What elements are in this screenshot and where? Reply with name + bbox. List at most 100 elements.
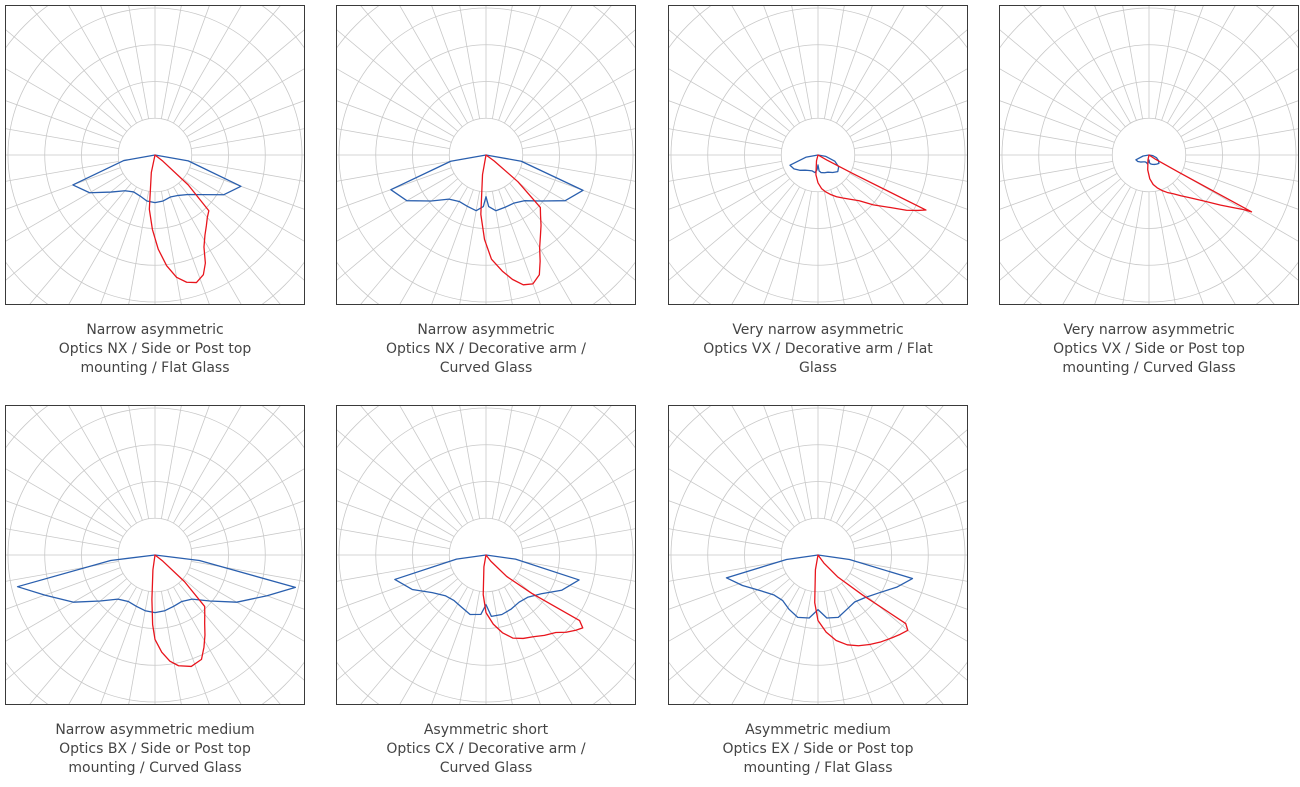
grid-spoke	[173, 406, 242, 524]
grid-spoke	[337, 178, 459, 281]
grid-spoke	[836, 406, 905, 524]
grid-spoke	[836, 6, 905, 124]
grid-spoke	[520, 100, 635, 143]
caption-line-2: Optics BX / Side or Post top	[59, 741, 251, 757]
grid-spoke	[186, 173, 304, 242]
grid-spoke	[852, 100, 967, 143]
grid-spoke	[178, 406, 281, 528]
grid-spoke	[182, 178, 304, 281]
intensity-curve-blue	[72, 154, 242, 204]
grid-spoke	[1167, 186, 1236, 304]
grid-spoke	[1161, 189, 1204, 304]
grid-spoke	[513, 178, 635, 281]
grid-spoke	[191, 128, 304, 150]
intensity-curve-red	[1147, 154, 1253, 213]
caption-line-3: mounting / Flat Glass	[80, 360, 230, 376]
grid-spoke	[669, 528, 782, 550]
grid-spoke	[337, 100, 452, 143]
diagram-caption: Very narrow asymmetric Optics VX / Decor…	[668, 321, 968, 378]
grid-spoke	[849, 573, 967, 642]
grid-spoke	[517, 68, 635, 137]
grid-spoke	[823, 591, 845, 704]
grid-spoke	[763, 589, 806, 704]
caption-line-3: Glass	[799, 360, 837, 376]
grid-spoke	[791, 591, 813, 704]
grid-spoke	[459, 6, 481, 119]
grid-spoke	[431, 189, 474, 304]
grid-spoke	[849, 173, 967, 242]
grid-spoke	[399, 6, 468, 124]
polar-diagram	[336, 405, 636, 705]
grid-spoke	[1172, 182, 1275, 304]
grid-spoke	[6, 68, 124, 137]
grid-spoke	[6, 573, 124, 642]
grid-spoke	[6, 100, 121, 143]
grid-spoke	[504, 406, 573, 524]
diagram-card: Narrow asymmetric Optics NX / Side or Po…	[5, 5, 305, 378]
grid-spoke	[841, 6, 944, 128]
grid-spoke	[189, 500, 304, 543]
diagram-caption: Narrow asymmetric medium Optics BX / Sid…	[5, 721, 305, 778]
caption-line-3: mounting / Curved Glass	[68, 760, 242, 776]
grid-spoke	[1154, 191, 1176, 304]
grid-spoke	[852, 567, 967, 610]
grid-spoke	[167, 6, 210, 121]
polar-grid	[669, 406, 967, 704]
polar-diagram	[5, 5, 305, 305]
polar-grid	[6, 6, 304, 304]
grid-spoke	[160, 6, 182, 119]
grid-spoke	[360, 6, 463, 128]
grid-spoke	[6, 468, 124, 537]
grid-spoke	[68, 6, 137, 124]
grid-spoke	[836, 186, 905, 304]
grid-spoke	[337, 68, 455, 137]
grid-spoke	[1176, 178, 1298, 281]
grid-spoke	[852, 500, 967, 543]
grid-spoke	[6, 560, 119, 582]
grid-spoke	[1000, 100, 1115, 143]
grid-spoke	[731, 186, 800, 304]
caption-line-3: Curved Glass	[439, 760, 533, 776]
caption-line-1: Asymmetric short	[423, 722, 549, 738]
grid-spoke	[669, 68, 787, 137]
grid-spoke	[509, 182, 612, 304]
grid-spoke	[29, 182, 132, 304]
grid-spoke	[178, 582, 281, 704]
grid-spoke	[669, 173, 787, 242]
grid-spoke	[1122, 191, 1144, 304]
grid-spoke	[509, 406, 612, 528]
grid-spoke	[520, 500, 635, 543]
intensity-curve-blue	[390, 154, 584, 212]
grid-spoke	[841, 182, 944, 304]
grid-spoke	[498, 6, 541, 121]
grid-spoke	[849, 68, 967, 137]
grid-spoke	[763, 189, 806, 304]
grid-spoke	[692, 406, 795, 528]
grid-spoke	[498, 189, 541, 304]
grid-spoke	[520, 167, 635, 210]
grid-spoke	[6, 567, 121, 610]
grid-spoke	[186, 468, 304, 537]
grid-spoke	[399, 586, 468, 704]
grid-spoke	[1000, 160, 1113, 182]
grid-spoke	[1000, 68, 1118, 137]
grid-spoke	[513, 29, 635, 132]
grid-spoke	[1000, 128, 1113, 150]
polar-grid	[337, 6, 635, 304]
grid-spoke	[498, 589, 541, 704]
grid-spoke	[68, 406, 137, 524]
grid-spoke	[160, 591, 182, 704]
caption-line-1: Asymmetric medium	[745, 722, 891, 738]
grid-spoke	[763, 406, 806, 521]
grid-spoke	[6, 167, 121, 210]
grid-spoke	[1161, 6, 1204, 121]
grid-spoke	[830, 406, 873, 521]
caption-line-1: Very narrow asymmetric	[732, 322, 904, 338]
grid-spoke	[29, 406, 132, 528]
grid-spoke	[337, 173, 455, 242]
grid-spoke	[669, 178, 791, 281]
intensity-curve-red	[148, 154, 210, 284]
diagram-card: Narrow asymmetric Optics NX / Decorative…	[336, 5, 636, 378]
grid-spoke	[68, 186, 137, 304]
grid-spoke	[6, 578, 128, 681]
